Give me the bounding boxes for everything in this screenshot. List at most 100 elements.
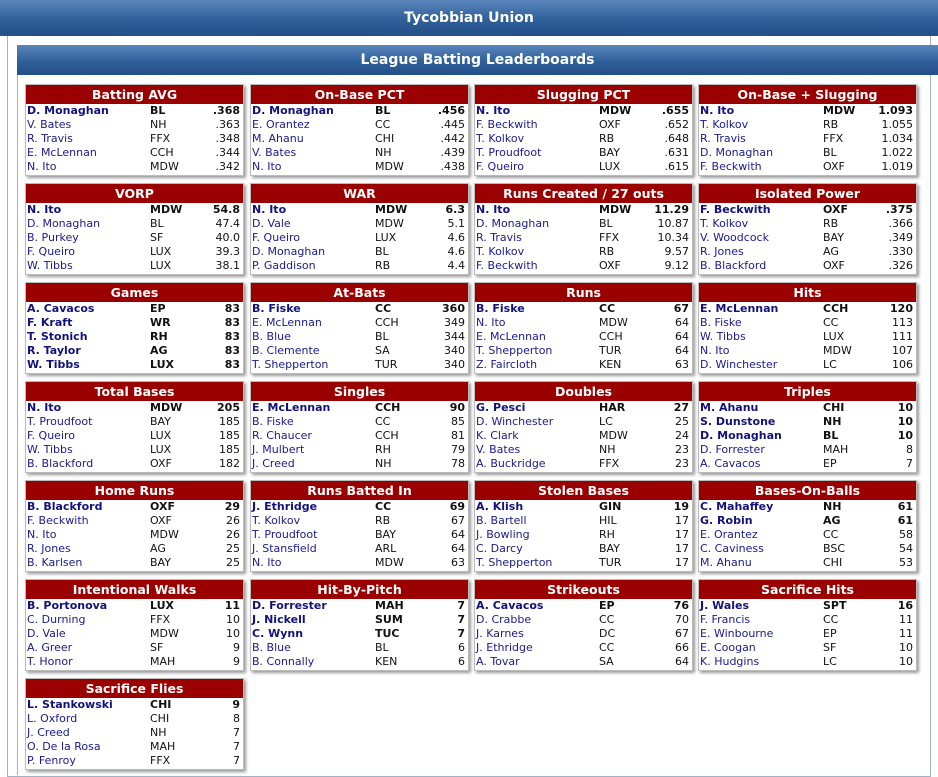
player-name[interactable]: J. Bowling — [476, 528, 530, 541]
player-name[interactable]: L. Stankowski — [27, 698, 113, 711]
player-name[interactable]: D. Winchester — [700, 358, 778, 371]
player-name[interactable]: E. McLennan — [476, 330, 546, 343]
player-name[interactable]: W. Tibbs — [700, 330, 746, 343]
player-name[interactable]: B. Blackford — [27, 500, 103, 513]
player-name[interactable]: C. Wynn — [252, 627, 304, 640]
player-name[interactable]: J. Ethridge — [252, 500, 318, 513]
player-name[interactable]: E. Coogan — [700, 641, 756, 654]
player-name[interactable]: D. Monaghan — [252, 245, 326, 258]
player-name[interactable]: R. Travis — [700, 132, 746, 145]
player-name[interactable]: B. Bartell — [476, 514, 527, 527]
player-name[interactable]: D. Forrester — [252, 599, 327, 612]
player-name[interactable]: T. Honor — [27, 655, 73, 668]
player-name[interactable]: N. Ito — [27, 528, 57, 541]
player-name[interactable]: B. Portonova — [27, 599, 108, 612]
player-name[interactable]: B. Clemente — [252, 344, 320, 357]
player-name[interactable]: N. Ito — [700, 344, 730, 357]
player-name[interactable]: D. Monaghan — [27, 217, 101, 230]
player-name[interactable]: J. Creed — [252, 457, 295, 470]
player-name[interactable]: V. Bates — [476, 443, 521, 456]
player-name[interactable]: T. Stonich — [27, 330, 88, 343]
player-name[interactable]: B. Fiske — [252, 302, 301, 315]
player-name[interactable]: R. Travis — [476, 231, 522, 244]
player-name[interactable]: D. Monaghan — [700, 146, 774, 159]
player-name[interactable]: C. Caviness — [700, 542, 764, 555]
player-name[interactable]: E. McLennan — [27, 146, 97, 159]
player-name[interactable]: N. Ito — [27, 160, 57, 173]
player-name[interactable]: F. Beckwith — [700, 160, 762, 173]
player-name[interactable]: J. Wales — [700, 599, 750, 612]
player-name[interactable]: T. Kolkov — [476, 132, 525, 145]
player-name[interactable]: R. Jones — [27, 542, 71, 555]
player-name[interactable]: T. Kolkov — [252, 514, 301, 527]
player-name[interactable]: J. Nickell — [252, 613, 306, 626]
player-name[interactable]: G. Robin — [700, 514, 753, 527]
player-name[interactable]: R. Chaucer — [252, 429, 312, 442]
player-name[interactable]: F. Beckwith — [476, 259, 538, 272]
player-name[interactable]: S. Dunstone — [700, 415, 776, 428]
player-name[interactable]: B. Connally — [252, 655, 315, 668]
player-name[interactable]: A. Klish — [476, 500, 524, 513]
player-name[interactable]: A. Greer — [27, 641, 73, 654]
player-name[interactable]: N. Ito — [476, 316, 506, 329]
player-name[interactable]: N. Ito — [476, 203, 511, 216]
player-name[interactable]: W. Tibbs — [27, 443, 73, 456]
player-name[interactable]: A. Cavacos — [27, 302, 95, 315]
player-name[interactable]: E. Orantez — [700, 528, 758, 541]
player-name[interactable]: F. Beckwith — [27, 514, 89, 527]
player-name[interactable]: B. Blackford — [27, 457, 94, 470]
player-name[interactable]: N. Ito — [252, 160, 282, 173]
player-name[interactable]: F. Queiro — [476, 160, 525, 173]
player-name[interactable]: T. Proudfoot — [252, 528, 318, 541]
player-name[interactable]: B. Blue — [252, 330, 291, 343]
player-name[interactable]: D. Monaghan — [476, 217, 550, 230]
player-name[interactable]: J. Creed — [27, 726, 70, 739]
player-name[interactable]: W. Tibbs — [27, 358, 80, 371]
player-name[interactable]: C. Durning — [27, 613, 86, 626]
player-name[interactable]: T. Shepperton — [252, 358, 329, 371]
player-name[interactable]: D. Vale — [252, 217, 291, 230]
player-name[interactable]: C. Darcy — [476, 542, 523, 555]
player-name[interactable]: T. Shepperton — [476, 556, 553, 569]
player-name[interactable]: F. Queiro — [252, 231, 301, 244]
player-name[interactable]: B. Karlsen — [27, 556, 83, 569]
player-name[interactable]: J. Stansfield — [252, 542, 317, 555]
player-name[interactable]: M. Ahanu — [252, 132, 304, 145]
player-name[interactable]: O. De la Rosa — [27, 740, 101, 753]
player-name[interactable]: B. Purkey — [27, 231, 79, 244]
player-name[interactable]: N. Ito — [252, 203, 287, 216]
player-name[interactable]: K. Clark — [476, 429, 519, 442]
player-name[interactable]: L. Oxford — [27, 712, 78, 725]
player-name[interactable]: E. Orantez — [252, 118, 310, 131]
player-name[interactable]: T. Kolkov — [700, 217, 749, 230]
player-name[interactable]: T. Proudfoot — [476, 146, 542, 159]
player-name[interactable]: B. Blackford — [700, 259, 767, 272]
player-name[interactable]: N. Ito — [476, 104, 511, 117]
player-name[interactable]: P. Fenroy — [27, 754, 76, 767]
player-name[interactable]: V. Bates — [27, 118, 72, 131]
player-name[interactable]: T. Proudfoot — [27, 415, 93, 428]
player-name[interactable]: B. Fiske — [252, 415, 294, 428]
player-name[interactable]: A. Buckridge — [476, 457, 546, 470]
player-name[interactable]: D. Vale — [27, 627, 66, 640]
player-name[interactable]: D. Monaghan — [27, 104, 109, 117]
player-name[interactable]: F. Queiro — [27, 245, 76, 258]
player-name[interactable]: N. Ito — [27, 401, 62, 414]
player-name[interactable]: E. McLennan — [252, 401, 331, 414]
player-name[interactable]: E. McLennan — [700, 302, 779, 315]
player-name[interactable]: B. Fiske — [700, 316, 742, 329]
player-name[interactable]: D. Winchester — [476, 415, 554, 428]
player-name[interactable]: A. Cavacos — [700, 457, 761, 470]
player-name[interactable]: V. Bates — [252, 146, 297, 159]
player-name[interactable]: N. Ito — [700, 104, 735, 117]
player-name[interactable]: R. Taylor — [27, 344, 81, 357]
player-name[interactable]: P. Gaddison — [252, 259, 316, 272]
player-name[interactable]: M. Ahanu — [700, 556, 752, 569]
player-name[interactable]: J. Ethridge — [476, 641, 533, 654]
player-name[interactable]: T. Kolkov — [476, 245, 525, 258]
player-name[interactable]: Z. Faircloth — [476, 358, 538, 371]
player-name[interactable]: F. Francis — [700, 613, 751, 626]
player-name[interactable]: D. Monaghan — [252, 104, 334, 117]
player-name[interactable]: A. Tovar — [476, 655, 520, 668]
player-name[interactable]: T. Shepperton — [476, 344, 553, 357]
